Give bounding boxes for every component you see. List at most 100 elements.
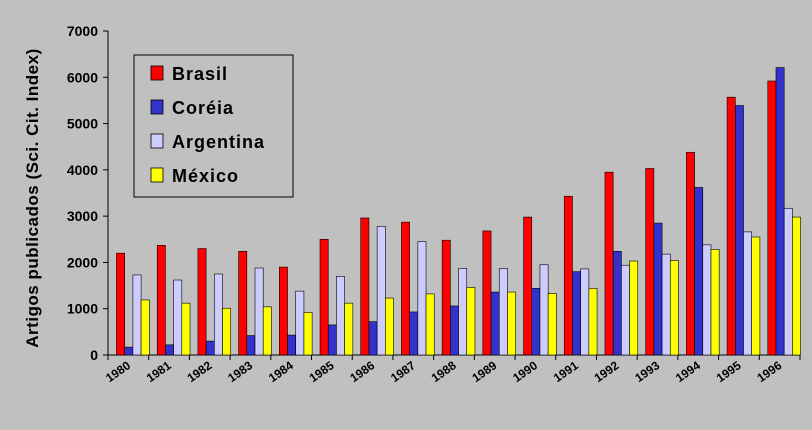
x-ticks: 1980 1981 1982 1983 1984 1985 1986 1987 1988 1989… xyxy=(103,355,801,385)
y-tick-label: 3000 xyxy=(67,208,98,224)
bar-argentina-1988 xyxy=(458,268,468,356)
bar-coréia-1990 xyxy=(531,288,541,356)
legend-swatch xyxy=(150,133,164,149)
bar-brasil-1993 xyxy=(645,168,655,356)
bar-argentina-1996 xyxy=(783,207,793,356)
x-tick-label: 1991 xyxy=(551,358,581,385)
bar-coréia-1992 xyxy=(612,251,622,356)
bar-brasil-1988 xyxy=(441,239,451,356)
legend: Brasil Coréia Argentina México xyxy=(133,54,294,198)
bar-méxico-1983 xyxy=(262,306,272,356)
bar-méxico-1981 xyxy=(181,302,191,356)
bar-brasil-1981 xyxy=(156,245,166,356)
x-tick-label: 1986 xyxy=(347,358,377,385)
y-tick-label: 5000 xyxy=(67,116,98,132)
x-tick-label: 1987 xyxy=(388,358,418,385)
x-tick-label: 1984 xyxy=(266,358,296,385)
x-tick-label: 1980 xyxy=(103,358,133,385)
bar-argentina-1987 xyxy=(417,241,427,356)
bar-coréia-1988 xyxy=(450,305,459,356)
bar-argentina-1990 xyxy=(539,264,549,356)
bar-brasil-1994 xyxy=(686,151,695,356)
bar-argentina-1991 xyxy=(580,268,590,356)
bar-brasil-1990 xyxy=(523,216,533,356)
bar-brasil-1991 xyxy=(563,195,573,356)
bar-coréia-1996 xyxy=(775,67,785,356)
legend-label: Brasil xyxy=(172,64,228,84)
bar-coréia-1984 xyxy=(287,334,297,356)
legend-swatch xyxy=(150,99,164,115)
y-tick-label: 7000 xyxy=(67,23,98,39)
legend-swatch xyxy=(150,65,164,81)
bar-argentina-1994 xyxy=(702,244,712,356)
bar-méxico-1984 xyxy=(303,312,313,356)
y-ticks: 0 1000 2000 3000 4000 5000 6000 7000 xyxy=(67,23,108,363)
y-axis-title: Artigos publicados (Sci. Cit. Index) xyxy=(23,48,42,347)
bar-argentina-1983 xyxy=(254,267,264,356)
bar-méxico-1987 xyxy=(425,293,435,356)
bar-brasil-1986 xyxy=(360,217,370,356)
bar-argentina-1980 xyxy=(132,274,142,356)
bar-brasil-1984 xyxy=(279,266,288,356)
bar-méxico-1994 xyxy=(710,249,720,356)
legend-label: México xyxy=(172,166,239,186)
bar-brasil-1995 xyxy=(726,96,736,356)
bar-méxico-1986 xyxy=(385,297,394,356)
x-tick-label: 1989 xyxy=(469,358,499,385)
y-tick-label: 4000 xyxy=(67,162,98,178)
bar-argentina-1985 xyxy=(336,276,345,356)
bar-argentina-1984 xyxy=(295,290,305,356)
bar-coréia-1987 xyxy=(409,311,419,356)
bar-argentina-1982 xyxy=(214,273,223,356)
bar-brasil-1985 xyxy=(319,238,329,356)
bar-coréia-1982 xyxy=(205,340,215,356)
x-tick-label: 1993 xyxy=(632,358,662,385)
x-tick-label: 1995 xyxy=(714,358,744,385)
x-tick-label: 1990 xyxy=(510,358,540,385)
legend-swatch xyxy=(150,167,164,183)
bar-argentina-1993 xyxy=(661,253,671,356)
bar-brasil-1992 xyxy=(604,171,614,356)
bar-méxico-1992 xyxy=(629,260,639,356)
bar-coréia-1985 xyxy=(327,324,337,356)
x-tick-label: 1985 xyxy=(307,358,337,385)
x-tick-label: 1988 xyxy=(429,358,459,385)
bar-brasil-1983 xyxy=(238,251,248,356)
bar-coréia-1993 xyxy=(653,222,663,356)
bar-méxico-1996 xyxy=(792,216,801,356)
bar-coréia-1980 xyxy=(124,346,134,356)
bar-coréia-1995 xyxy=(734,105,744,356)
bar-méxico-1980 xyxy=(140,299,150,356)
bar-méxico-1982 xyxy=(222,307,232,356)
bar-brasil-1980 xyxy=(116,252,125,356)
bar-méxico-1989 xyxy=(507,291,516,356)
bar-méxico-1988 xyxy=(466,287,476,356)
bar-coréia-1991 xyxy=(572,271,581,356)
y-tick-label: 2000 xyxy=(67,254,98,270)
bar-méxico-1985 xyxy=(344,302,354,356)
bars xyxy=(116,67,801,356)
bar-méxico-1995 xyxy=(751,236,761,356)
bar-argentina-1981 xyxy=(173,279,183,356)
bar-argentina-1995 xyxy=(743,231,752,356)
y-tick-label: 6000 xyxy=(67,69,98,85)
bar-méxico-1991 xyxy=(588,288,598,356)
bar-brasil-1996 xyxy=(767,80,777,356)
legend-label: Coréia xyxy=(172,98,234,118)
bar-brasil-1987 xyxy=(401,221,410,356)
bar-coréia-1981 xyxy=(165,344,174,356)
x-tick-label: 1992 xyxy=(592,358,622,385)
bar-coréia-1986 xyxy=(368,321,378,356)
x-tick-label: 1996 xyxy=(754,358,784,385)
x-tick-label: 1982 xyxy=(185,358,215,385)
x-tick-label: 1981 xyxy=(144,358,174,385)
x-tick-label: 1983 xyxy=(225,358,255,385)
bar-méxico-1990 xyxy=(547,293,557,356)
y-tick-label: 0 xyxy=(90,347,98,363)
bar-méxico-1993 xyxy=(669,260,679,356)
bar-argentina-1989 xyxy=(498,268,508,356)
bar-coréia-1994 xyxy=(694,187,704,356)
bar-coréia-1989 xyxy=(490,291,500,356)
bar-coréia-1983 xyxy=(246,335,256,356)
